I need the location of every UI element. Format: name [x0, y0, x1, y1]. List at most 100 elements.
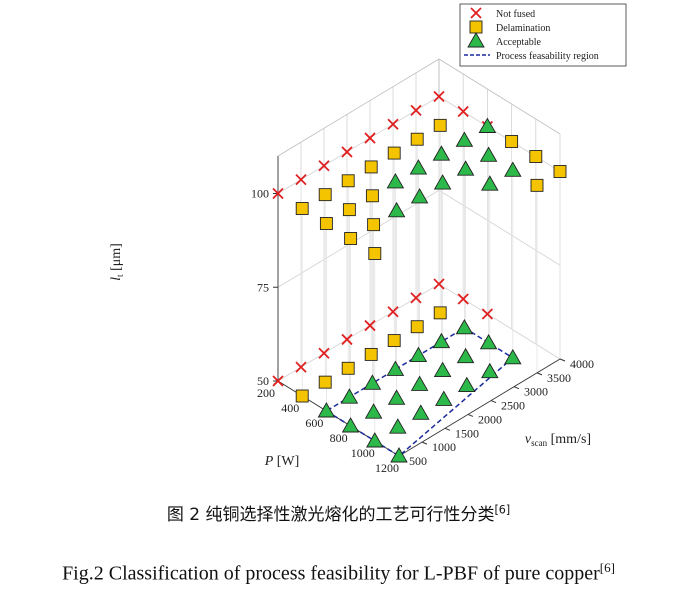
data-point-not-fused: [272, 187, 284, 200]
x-tick-label: 400: [281, 401, 299, 415]
data-point-acceptable: [479, 146, 498, 162]
y-tick-label: 2000: [478, 412, 502, 426]
data-point-acceptable: [504, 348, 522, 365]
data-point-not-fused: [295, 174, 307, 186]
data-point-acceptable: [410, 375, 429, 391]
data-point-acceptable: [433, 174, 452, 190]
data-point-delamination: [410, 320, 424, 334]
data-point-delamination: [505, 135, 519, 148]
data-point-not-fused: [272, 375, 284, 387]
z-axis-label: lt [μm]: [109, 243, 125, 281]
points-layer: [272, 90, 567, 463]
data-point-delamination: [553, 165, 567, 178]
data-point-not-fused: [341, 146, 353, 158]
data-point-delamination: [530, 178, 544, 192]
data-point-acceptable: [481, 362, 499, 379]
y-tick-mark: [513, 386, 520, 390]
legend-box: [459, 3, 627, 67]
data-point-acceptable: [409, 346, 428, 363]
data-point-not-fused: [433, 90, 445, 103]
z-tick-label: 75: [257, 280, 269, 294]
legend-item-delamination-marker: [469, 20, 483, 34]
data-point-acceptable: [412, 404, 430, 420]
data-point-acceptable: [390, 447, 408, 463]
y-tick-mark: [421, 441, 428, 445]
y-tick-label: 3000: [524, 385, 548, 399]
data-point-acceptable: [478, 117, 497, 133]
data-point-acceptable: [386, 173, 405, 189]
data-point-delamination: [342, 203, 356, 217]
data-point-acceptable: [479, 333, 498, 350]
y-tick-label: 2500: [501, 399, 525, 413]
data-point-delamination: [368, 247, 382, 260]
z-tick-label: 50: [257, 374, 269, 388]
data-point-acceptable: [387, 389, 406, 405]
data-point-not-fused: [318, 347, 330, 359]
data-point-acceptable: [456, 160, 475, 176]
data-point-not-fused: [341, 333, 353, 346]
data-point-acceptable: [432, 145, 451, 161]
legend-item-acceptable-marker: [467, 32, 485, 48]
y-tick-label: 500: [409, 454, 427, 468]
data-point-acceptable: [364, 403, 383, 419]
data-point-delamination: [341, 174, 355, 188]
x-tick-label: 800: [330, 431, 348, 445]
y-axis-line: [398, 358, 561, 457]
legend-item-process-feasability-region-label: Process feasability region: [496, 51, 599, 62]
data-point-delamination: [295, 389, 309, 403]
caption-chinese-ref: [6]: [494, 503, 511, 517]
data-point-not-fused: [387, 306, 399, 318]
data-point-acceptable: [387, 201, 406, 218]
data-point-not-fused: [433, 278, 445, 290]
data-point-acceptable: [409, 159, 428, 175]
data-point-not-fused: [457, 105, 469, 118]
data-point-not-fused: [387, 118, 399, 130]
data-point-delamination: [295, 202, 309, 215]
data-point-acceptable: [458, 376, 476, 393]
data-point-acceptable: [389, 418, 407, 434]
data-point-delamination: [365, 189, 379, 203]
z-tick-label: 100: [251, 187, 269, 201]
data-point-delamination: [364, 160, 378, 174]
legend-item-not-fused-label: Not fused: [496, 9, 535, 20]
caption-english-text: Fig.2 Classification of process feasibil…: [62, 562, 600, 585]
data-point-delamination: [387, 146, 401, 160]
data-point-acceptable: [455, 318, 474, 335]
data-point-not-fused: [410, 104, 422, 116]
y-tick-mark: [444, 427, 451, 431]
grid-line-z: [277, 189, 561, 288]
data-point-acceptable: [410, 188, 429, 204]
data-point-not-fused: [410, 292, 422, 304]
data-point-acceptable: [317, 402, 336, 418]
legend-item-not-fused-marker: [470, 7, 482, 19]
data-point-acceptable: [432, 332, 451, 349]
data-point-delamination: [410, 132, 424, 146]
data-point-delamination: [318, 375, 332, 389]
data-point-acceptable: [481, 175, 499, 191]
y-tick-mark: [467, 413, 474, 417]
data-point-acceptable: [340, 388, 359, 404]
legend: Not fused Delamination Acceptable Process f…: [459, 3, 627, 67]
x-axis-label: P [W]: [264, 454, 300, 469]
x-tick-label: 600: [305, 416, 323, 430]
data-point-delamination: [341, 361, 355, 375]
y-tick-label: 1500: [455, 426, 479, 440]
caption-chinese-text: 图 2 纯铜选择性激光熔化的工艺可行性分类: [166, 505, 495, 525]
data-point-delamination: [433, 118, 447, 132]
data-point-delamination: [344, 232, 358, 245]
x-tick-label: 1200: [375, 461, 399, 475]
y-tick-label: 1000: [432, 440, 456, 454]
data-point-acceptable: [455, 131, 474, 147]
data-point-acceptable: [386, 360, 405, 376]
data-point-acceptable: [435, 390, 453, 406]
data-point-not-fused: [295, 361, 307, 373]
data-point-acceptable: [366, 432, 384, 448]
data-point-delamination: [318, 188, 332, 202]
caption-english: Fig.2 Classification of process feasibil…: [0, 560, 677, 586]
data-point-acceptable: [504, 161, 522, 177]
caption-english-ref: [6]: [599, 560, 615, 575]
x-tick-label: 200: [257, 386, 275, 400]
y-tick-label: 3500: [547, 371, 571, 385]
